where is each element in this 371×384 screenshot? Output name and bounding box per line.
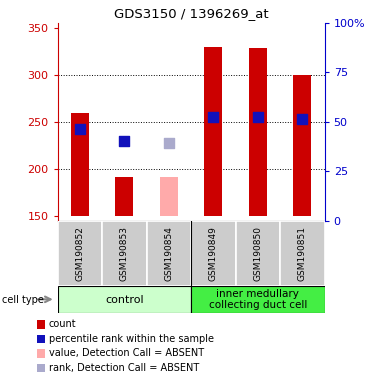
Text: rank, Detection Call = ABSENT: rank, Detection Call = ABSENT xyxy=(49,363,199,373)
Title: GDS3150 / 1396269_at: GDS3150 / 1396269_at xyxy=(114,7,268,20)
Bar xyxy=(249,48,267,216)
Bar xyxy=(147,221,191,286)
Text: GSM190852: GSM190852 xyxy=(75,226,84,281)
Bar xyxy=(102,221,147,286)
Bar xyxy=(71,113,89,216)
Bar xyxy=(58,221,102,286)
Text: count: count xyxy=(49,319,76,329)
Point xyxy=(299,116,305,122)
Text: control: control xyxy=(105,295,144,305)
Text: inner medullary
collecting duct cell: inner medullary collecting duct cell xyxy=(209,289,307,310)
Text: cell type: cell type xyxy=(2,295,44,305)
Text: value, Detection Call = ABSENT: value, Detection Call = ABSENT xyxy=(49,348,204,358)
Text: GSM190850: GSM190850 xyxy=(253,226,262,281)
Bar xyxy=(115,177,133,216)
Point xyxy=(121,138,127,144)
Bar xyxy=(191,221,236,286)
Text: GSM190854: GSM190854 xyxy=(164,226,173,281)
Point xyxy=(210,114,216,120)
Bar xyxy=(280,221,325,286)
Bar xyxy=(293,75,311,216)
Text: GSM190851: GSM190851 xyxy=(298,226,307,281)
Text: percentile rank within the sample: percentile rank within the sample xyxy=(49,334,214,344)
Bar xyxy=(204,46,222,216)
Text: GSM190853: GSM190853 xyxy=(120,226,129,281)
Text: GSM190849: GSM190849 xyxy=(209,226,218,281)
Bar xyxy=(236,221,280,286)
Point xyxy=(255,114,261,120)
Bar xyxy=(191,286,325,313)
Bar xyxy=(58,286,191,313)
Point xyxy=(166,139,172,146)
Bar xyxy=(160,177,178,216)
Point xyxy=(77,126,83,132)
